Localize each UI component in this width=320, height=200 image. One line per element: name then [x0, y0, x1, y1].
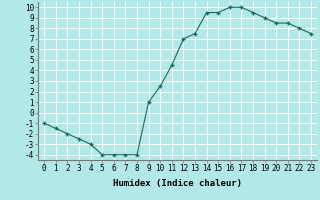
X-axis label: Humidex (Indice chaleur): Humidex (Indice chaleur): [113, 179, 242, 188]
